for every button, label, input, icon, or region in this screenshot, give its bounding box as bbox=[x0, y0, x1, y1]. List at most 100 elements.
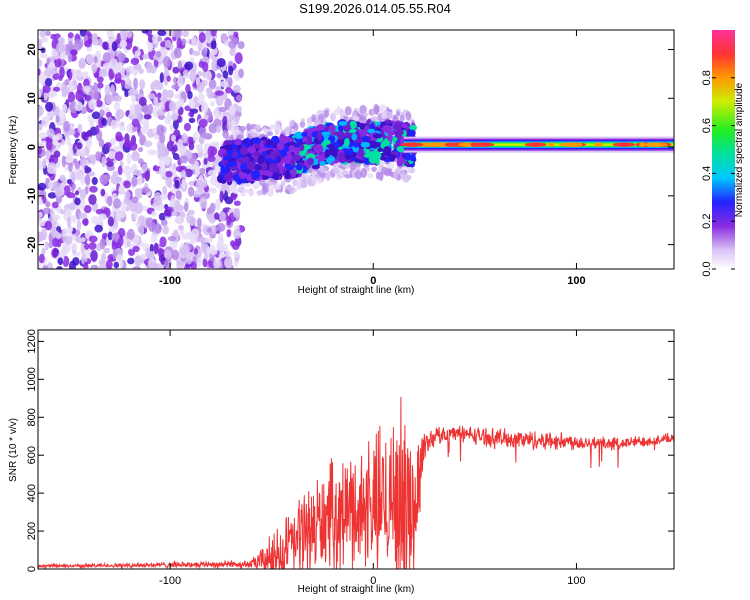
spectrogram-cell bbox=[158, 248, 164, 255]
spectrogram-cell bbox=[48, 180, 54, 190]
spectrogram-cell bbox=[188, 136, 193, 144]
spectrogram-cell bbox=[307, 122, 313, 128]
spectrogram-cell bbox=[328, 146, 337, 156]
spectrogram-cell bbox=[58, 36, 65, 44]
spectrogram-cell bbox=[38, 105, 44, 117]
spectrogram-cell bbox=[99, 238, 106, 250]
spectrogram-cell bbox=[194, 165, 200, 178]
spectrogram-cell bbox=[130, 151, 140, 162]
spectrogram-cell bbox=[284, 185, 291, 190]
spectrogram-cell bbox=[218, 252, 227, 258]
spectrogram-cell bbox=[179, 97, 185, 107]
spectrogram-cell bbox=[55, 114, 60, 123]
spectrogram-cell bbox=[208, 111, 213, 121]
spectrogram-cell bbox=[137, 173, 143, 186]
spectrogram-cell bbox=[367, 128, 376, 134]
spectrogram-cell bbox=[68, 143, 74, 154]
spectrogram-cell bbox=[184, 201, 189, 213]
spectrogram-cell bbox=[171, 134, 176, 142]
spectrogram-cell bbox=[388, 154, 396, 161]
spectrogram-cell bbox=[88, 194, 97, 206]
spectrogram-cell bbox=[316, 131, 323, 141]
spectrogram-cell bbox=[353, 141, 359, 148]
spectrogram-cell bbox=[268, 186, 274, 197]
spectrogram-cell bbox=[66, 216, 72, 228]
spectrogram-y-tick-label: 10 bbox=[26, 92, 38, 104]
spectrogram-cell bbox=[392, 114, 397, 121]
spectrogram-cell bbox=[228, 77, 233, 88]
spectrogram-cell bbox=[177, 75, 184, 88]
spectrogram-cell bbox=[230, 192, 237, 201]
spectrogram-cell bbox=[71, 243, 78, 251]
spectrogram-cell bbox=[184, 263, 191, 269]
spectrogram-cell bbox=[229, 47, 236, 57]
spectrogram-cell bbox=[156, 92, 162, 99]
spectrogram-cell bbox=[198, 118, 208, 128]
spectrogram-cell bbox=[280, 180, 286, 187]
spectrogram-cell bbox=[190, 228, 200, 239]
spectrogram-cell bbox=[130, 57, 140, 66]
spectrogram-cell bbox=[124, 74, 130, 83]
spectrogram-cell bbox=[175, 190, 182, 200]
spectrogram-cell bbox=[164, 155, 171, 166]
spectrogram-cell bbox=[210, 30, 217, 37]
spectrogram-cell bbox=[110, 174, 119, 185]
spectrogram-cell bbox=[38, 38, 43, 51]
spectrogram-cell bbox=[235, 94, 242, 102]
spectrogram-cell bbox=[38, 58, 43, 68]
spectrogram-cell bbox=[156, 101, 165, 112]
spectrogram-cell bbox=[231, 119, 236, 131]
spectrogram-cell bbox=[143, 140, 153, 148]
spectrogram-cell bbox=[184, 61, 194, 70]
snr-x-tick-label: 0 bbox=[370, 575, 376, 587]
spectrogram-cell bbox=[44, 220, 53, 231]
spectrogram-cell bbox=[344, 106, 352, 116]
spectrogram-cell bbox=[184, 168, 193, 178]
spectrogram-cell bbox=[96, 76, 104, 83]
spectrogram-cell bbox=[107, 195, 113, 207]
spectrogram-cell bbox=[118, 184, 125, 194]
spectrogram-cell bbox=[162, 185, 168, 196]
spectrogram-cell bbox=[181, 178, 186, 190]
spectrogram-cell bbox=[153, 96, 159, 106]
spectrogram-peak bbox=[644, 142, 668, 147]
spectrogram-cell bbox=[131, 196, 139, 204]
spectrogram-cell bbox=[296, 179, 302, 190]
spectrogram-cell bbox=[134, 188, 140, 198]
spectrogram-cell bbox=[145, 247, 151, 259]
spectrogram-cell bbox=[60, 209, 65, 215]
spectrogram-cell bbox=[198, 92, 205, 105]
spectrogram-cell bbox=[133, 63, 142, 70]
spectrogram-cell bbox=[142, 53, 150, 60]
spectrogram-cell bbox=[55, 133, 63, 141]
spectrogram-peak bbox=[533, 142, 540, 147]
colorbar-title: Normalized spectral amplitude bbox=[734, 82, 745, 217]
snr-y-axis-title: SNR (10 * v/v) bbox=[8, 418, 19, 482]
spectrogram-cell bbox=[352, 115, 360, 122]
spectrogram-cell bbox=[275, 182, 281, 191]
spectrogram-cell bbox=[127, 257, 135, 265]
spectrogram-cell bbox=[161, 218, 168, 227]
spectrogram-cell bbox=[38, 220, 47, 227]
spectrogram-cell bbox=[82, 218, 89, 226]
spectrogram-cell bbox=[168, 100, 177, 112]
spectrogram-cell bbox=[59, 108, 67, 120]
spectrogram-cell bbox=[259, 174, 270, 180]
spectrogram-cell bbox=[165, 170, 173, 178]
spectrogram-cell bbox=[78, 212, 88, 220]
spectrogram-cell bbox=[193, 96, 199, 103]
spectrogram-cell bbox=[195, 188, 205, 195]
spectrogram-cell bbox=[170, 30, 175, 38]
spectrogram-cell bbox=[67, 69, 73, 81]
spectrogram-cell bbox=[134, 169, 143, 177]
spectrogram-cell bbox=[284, 170, 291, 180]
spectrogram-cell bbox=[117, 52, 126, 63]
colorbar-tick-label: 0.8 bbox=[701, 70, 713, 85]
spectrogram-cell bbox=[177, 60, 182, 69]
spectrogram-cell bbox=[71, 183, 76, 190]
spectrogram-cell bbox=[71, 171, 77, 183]
spectrogram-cell bbox=[59, 117, 65, 125]
spectrogram-cell bbox=[90, 264, 99, 269]
spectrogram-cell bbox=[167, 235, 177, 242]
